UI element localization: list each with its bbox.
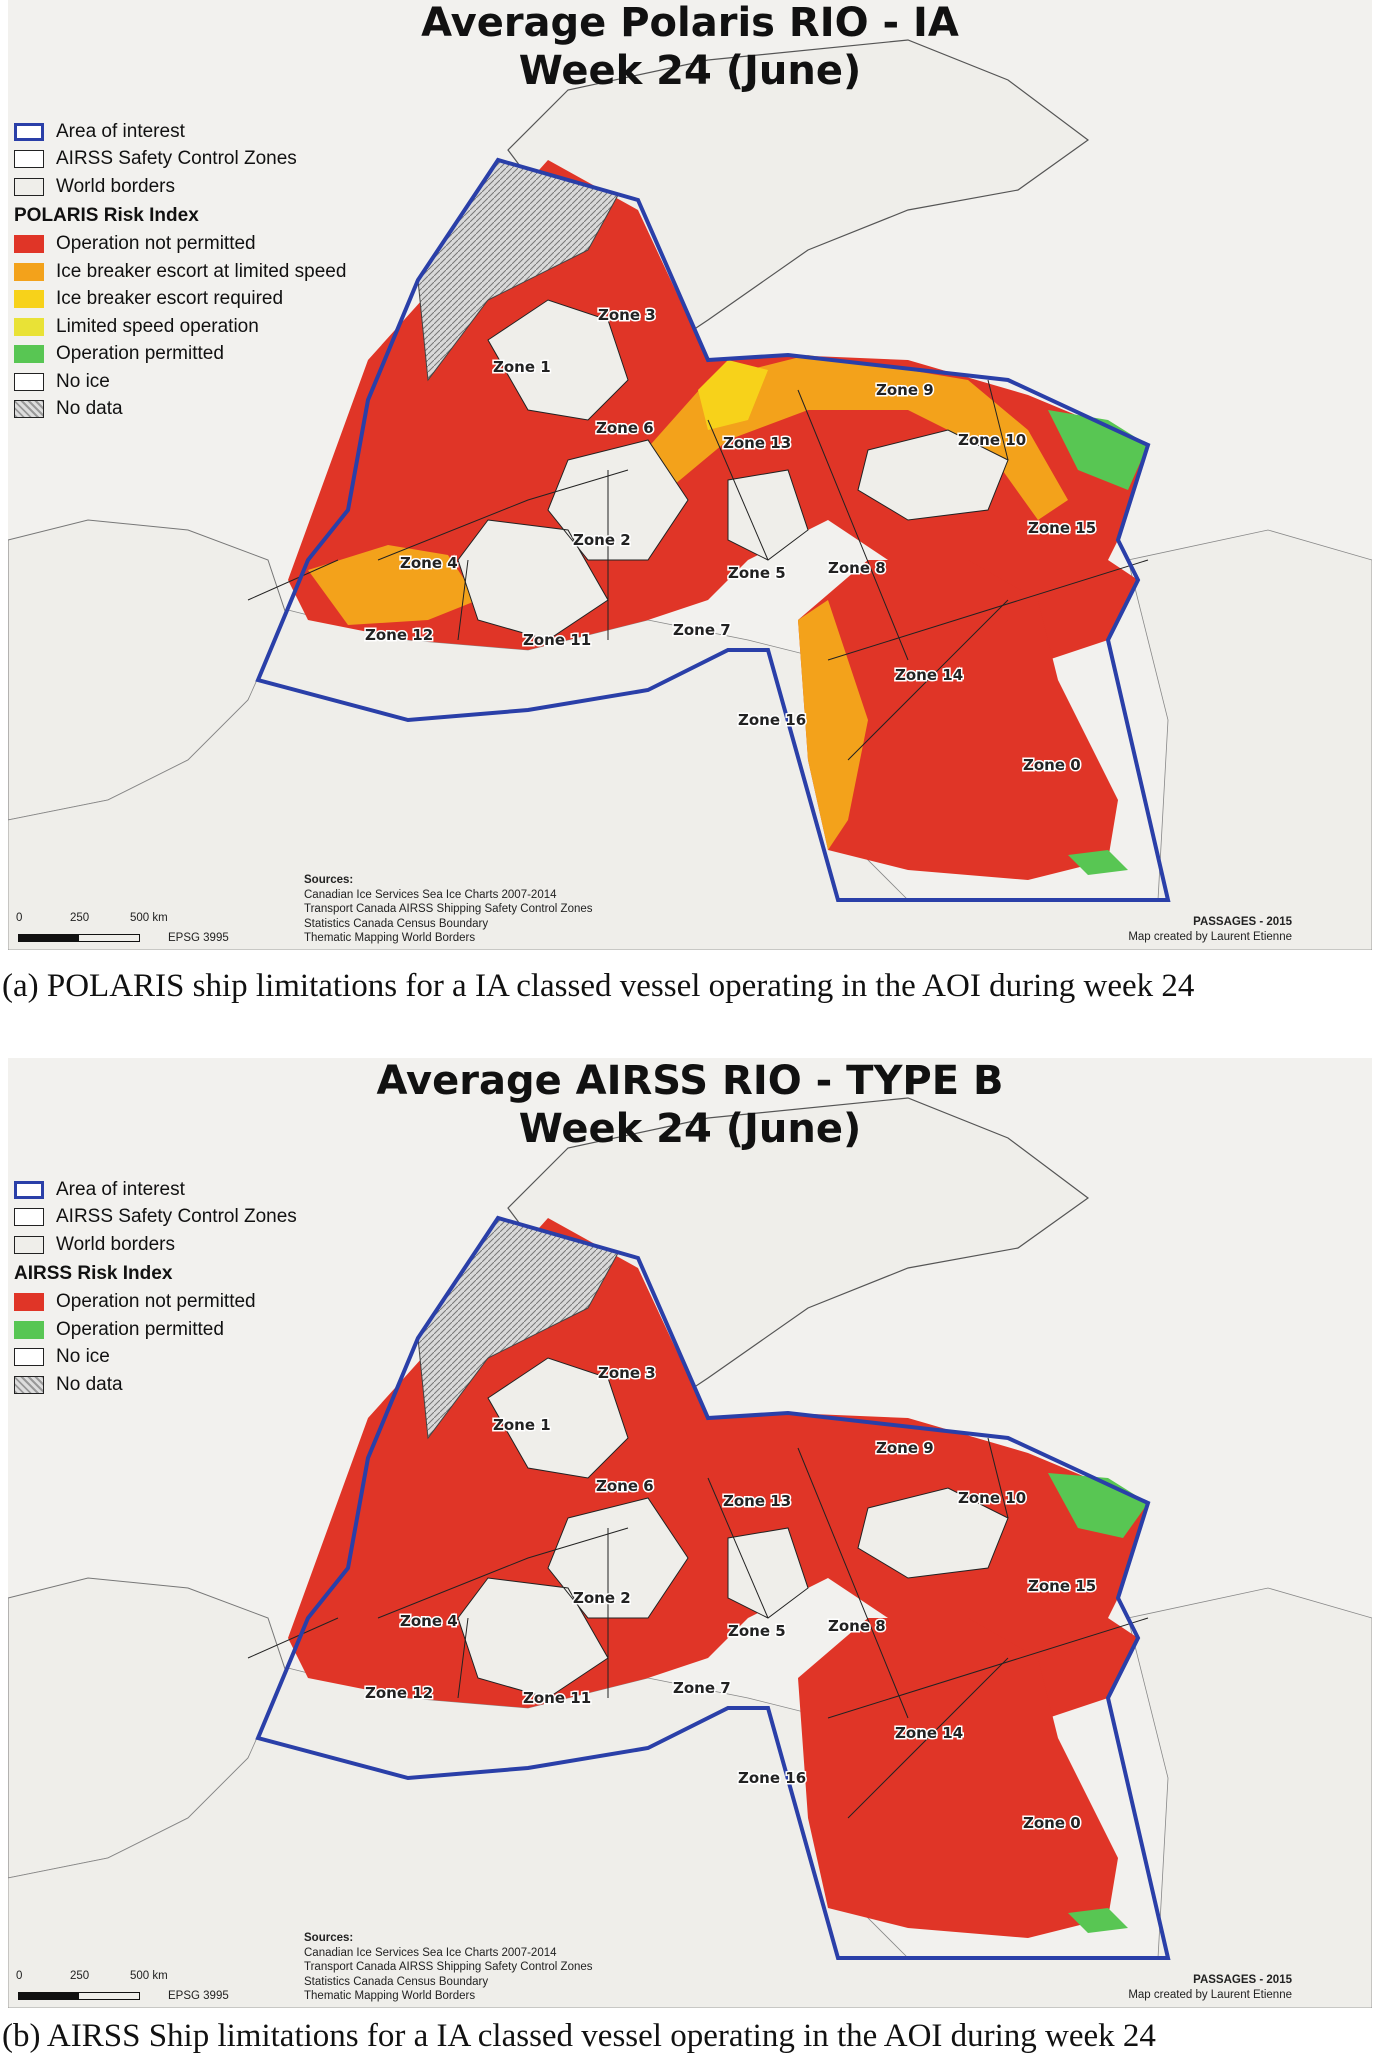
zone-label: Zone 6 [596, 1477, 654, 1495]
credit-block: PASSAGES - 2015 Map created by Laurent E… [1128, 1974, 1292, 2001]
legend-item-risk: Operation permitted [14, 1316, 297, 1344]
zone-label: Zone 9 [876, 1439, 934, 1457]
area-of-interest-outline[interactable] [255, 1215, 1171, 1960]
legend-item-risk: No data [14, 396, 346, 424]
zone-label: Zone 9 [876, 381, 934, 399]
legend-item-risk: Ice breaker escort at limited speed [14, 258, 346, 286]
zone-label: Zone 15 [1028, 1577, 1096, 1595]
map-panel-a: Zone 0 Zone 1 Zone 2 Zone 3 Zone 4 Zone … [8, 0, 1372, 950]
legend-item-aoi: Area of interest [14, 118, 346, 146]
zone-label: Zone 12 [365, 626, 433, 644]
map-panel-b: Zone 0 Zone 1 Zone 2 Zone 3 Zone 4 Zone … [8, 1058, 1372, 2008]
legend-item-risk: No ice [14, 368, 346, 396]
legend-risk-title: POLARIS Risk Index [14, 204, 199, 226]
legend-item-risk: Operation permitted [14, 341, 346, 369]
figure-caption-a: (a) POLARIS ship limitations for a IA cl… [2, 968, 1195, 1004]
map-subtitle: Week 24 (June) [518, 48, 862, 94]
scale-bar: 0 250 500 km [14, 1970, 184, 2008]
scale-bar: 0 250 500 km [14, 912, 184, 950]
zone-label: Zone 14 [895, 666, 963, 684]
legend-a: Area of interest AIRSS Safety Control Zo… [14, 118, 346, 423]
zone-label: Zone 8 [828, 1617, 886, 1635]
legend-risk-title: AIRSS Risk Index [14, 1262, 173, 1284]
zone-label: Zone 14 [895, 1724, 963, 1742]
legend-item-zones: AIRSS Safety Control Zones [14, 1204, 297, 1232]
map-title: Average Polaris RIO - IA [421, 0, 959, 46]
arctic-islands [457, 1357, 1009, 1699]
legend-item-aoi: Area of interest [14, 1176, 297, 1204]
zone-label: Zone 5 [728, 564, 786, 582]
credit-block: PASSAGES - 2015 Map created by Laurent E… [1128, 916, 1292, 943]
zone-label: Zone 10 [958, 431, 1026, 449]
operation-permitted-south [1068, 850, 1128, 875]
zone-label: Zone 13 [723, 434, 791, 452]
zone-label: Zone 6 [596, 419, 654, 437]
zone-label: Zone 4 [400, 1612, 458, 1630]
projection-label: EPSG 3995 [168, 1990, 229, 2002]
zone-label: Zone 1 [493, 1416, 551, 1434]
sources-block: Sources: Canadian Ice Services Sea Ice C… [304, 1932, 593, 2002]
ice-escort-band-west [308, 545, 478, 625]
zone-label: Zone 15 [1028, 519, 1096, 537]
safety-control-zone-lines [247, 1437, 1149, 1819]
ice-required-band [698, 360, 768, 430]
zone-label: Zone 2 [573, 1589, 631, 1607]
legend-item-borders: World borders [14, 1231, 297, 1259]
zone-label: Zone 12 [365, 1684, 433, 1702]
sources-block: Sources: Canadian Ice Services Sea Ice C… [304, 874, 593, 944]
legend-item-zones: AIRSS Safety Control Zones [14, 146, 346, 174]
operation-permitted-east [1048, 410, 1148, 490]
legend-item-risk: Operation not permitted [14, 1289, 297, 1317]
zone-label: Zone 11 [523, 631, 591, 649]
zone-label: Zone 10 [958, 1489, 1026, 1507]
zone-label: Zone 7 [673, 621, 731, 639]
zone-label: Zone 5 [728, 1622, 786, 1640]
zone-label: Zone 1 [493, 358, 551, 376]
zone-label: Zone 7 [673, 1679, 731, 1697]
area-of-interest-outline[interactable] [255, 157, 1171, 902]
map-canvas-a: Zone 0 Zone 1 Zone 2 Zone 3 Zone 4 Zone … [8, 39, 1372, 950]
hudson-bay-fill [798, 560, 1118, 880]
map-canvas-b: Zone 0 Zone 1 Zone 2 Zone 3 Zone 4 Zone … [8, 1097, 1372, 2008]
hudson-bay-fill [798, 1618, 1118, 1938]
hudson-bay-escort-edge [798, 600, 868, 850]
safety-control-zone-lines [247, 379, 1149, 761]
zone-label: Zone 16 [738, 1769, 806, 1787]
zone-labels-b: Zone 0 Zone 1 Zone 2 Zone 3 Zone 4 Zone … [364, 1363, 1098, 1834]
legend-item-risk: No ice [14, 1344, 297, 1372]
zone-labels-a: Zone 0 Zone 1 Zone 2 Zone 3 Zone 4 Zone … [364, 305, 1098, 776]
figure-caption-b: (b) AIRSS Ship limitations for a IA clas… [2, 2018, 1156, 2054]
zone-label: Zone 13 [723, 1492, 791, 1510]
zone-label: Zone 3 [598, 306, 656, 324]
map-subtitle: Week 24 (June) [518, 1106, 862, 1152]
legend-item-risk: Ice breaker escort required [14, 286, 346, 314]
legend-item-risk: No data [14, 1371, 297, 1399]
legend-item-risk: Limited speed operation [14, 313, 346, 341]
zone-label: Zone 0 [1023, 1814, 1081, 1832]
zone-label: Zone 11 [523, 1689, 591, 1707]
zone-label: Zone 8 [828, 559, 886, 577]
mainland-coast [8, 529, 1372, 950]
zone-label: Zone 16 [738, 711, 806, 729]
operation-permitted-south [1068, 1908, 1128, 1933]
projection-label: EPSG 3995 [168, 932, 229, 944]
mainland-coast [8, 1587, 1372, 2008]
legend-b: Area of interest AIRSS Safety Control Zo… [14, 1176, 297, 1399]
zone-label: Zone 0 [1023, 756, 1081, 774]
zone-label: Zone 2 [573, 531, 631, 549]
zone-label: Zone 3 [598, 1364, 656, 1382]
legend-item-borders: World borders [14, 173, 346, 201]
legend-item-risk: Operation not permitted [14, 231, 346, 259]
arctic-islands [457, 299, 1009, 641]
map-title: Average AIRSS RIO - TYPE B [376, 1058, 1004, 1104]
zone-label: Zone 4 [400, 554, 458, 572]
